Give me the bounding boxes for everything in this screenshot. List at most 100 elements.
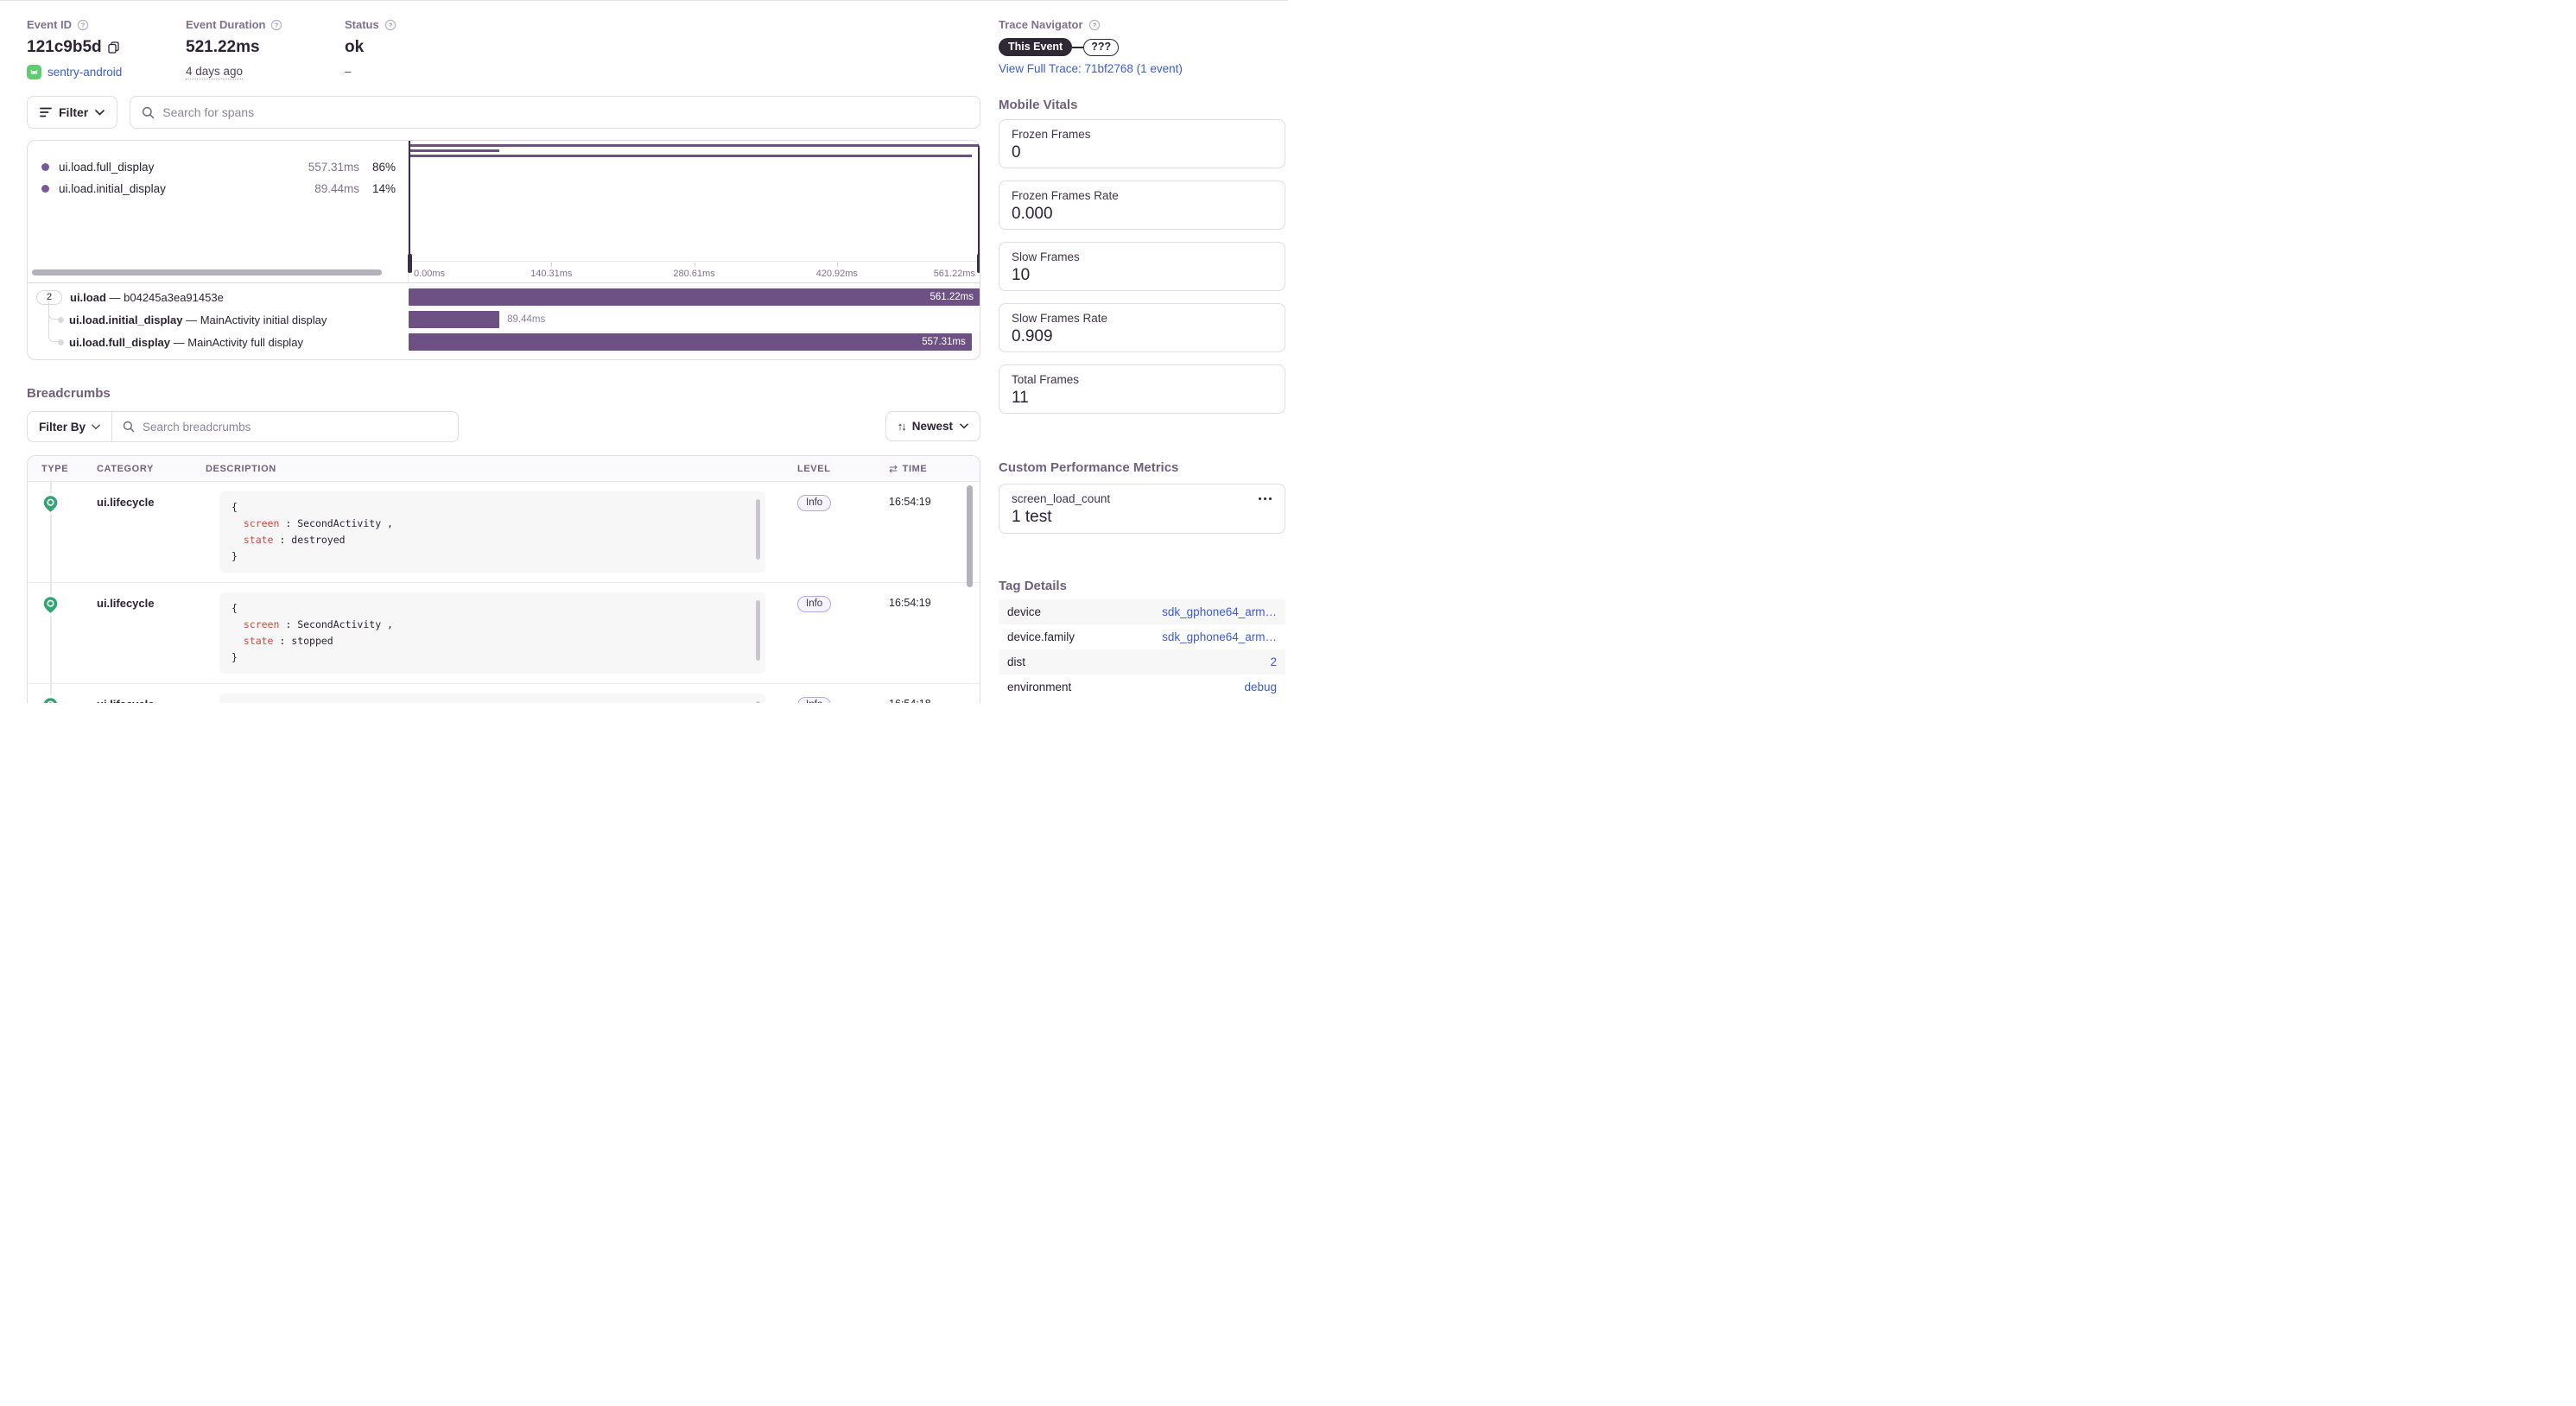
vital-label: Slow Frames Rate xyxy=(1012,312,1108,325)
legend-row[interactable]: ui.load.initial_display 89.44ms 14% xyxy=(28,178,408,200)
span-row-full-display[interactable]: ui.load.full_display — MainActivity full… xyxy=(28,301,980,353)
breadcrumbs-search-input[interactable] xyxy=(143,420,447,434)
breadcrumb-category: ui.lifecycle xyxy=(97,597,155,610)
overflow-menu-icon[interactable] xyxy=(1258,495,1273,504)
vital-label: Frozen Frames xyxy=(1012,128,1091,141)
breadcrumbs-title: Breadcrumbs xyxy=(27,386,111,401)
legend-op-name: ui.load.initial_display xyxy=(59,182,166,195)
axis-tick-label: 280.61ms xyxy=(673,269,715,279)
filter-button[interactable]: Filter xyxy=(27,96,118,129)
event-duration-label: Event Duration xyxy=(186,18,266,31)
filter-button-label: Filter xyxy=(59,105,89,119)
table-scrollbar[interactable] xyxy=(967,485,973,587)
level-badge: Info xyxy=(797,697,832,703)
minimap-scrubber-left[interactable] xyxy=(407,141,412,273)
tag-row: device.family sdk_gphone64_arm… xyxy=(999,624,1285,649)
help-icon[interactable]: ? xyxy=(384,19,397,31)
legend-percent: 14% xyxy=(371,182,396,195)
breadcrumb-code-block[interactable]: { xyxy=(219,694,765,703)
trace-navigator-label: Trace Navigator xyxy=(999,18,1083,31)
tag-key: device.family xyxy=(1007,630,1075,643)
tag-row: environment debug xyxy=(999,674,1285,700)
event-details-page: Event ID ? 121c9b5d xyxy=(0,0,1288,703)
navigation-pin-icon xyxy=(43,695,58,703)
legend-duration: 89.44ms xyxy=(314,182,359,195)
tag-value-link[interactable]: 2 xyxy=(1270,656,1277,668)
unknown-trace-pill[interactable]: ??? xyxy=(1083,38,1120,56)
breadcrumbs-filter-by-button[interactable]: Filter By xyxy=(28,412,113,441)
span-waterfall-card: ui.load.full_display 557.31ms 86% ui.loa… xyxy=(27,140,980,360)
tag-key: dist xyxy=(1007,656,1026,668)
span-row-initial-display[interactable]: ui.load.initial_display — MainActivity i… xyxy=(28,301,980,331)
status-label: Status xyxy=(345,18,379,31)
breadcrumbs-sort-button[interactable]: ↑↓ Newest xyxy=(885,411,980,441)
span-bar[interactable]: 557.31ms xyxy=(409,333,972,351)
project-link[interactable]: sentry-android xyxy=(48,66,123,79)
span-row-ui-load[interactable]: 2 ui.load — b04245a3ea91453e 561.22ms xyxy=(28,286,980,308)
breadcrumb-time: 16:54:19 xyxy=(889,597,931,609)
custom-metric-value: 1 test xyxy=(1012,508,1052,526)
span-bar[interactable] xyxy=(409,311,500,328)
trace-connector xyxy=(1072,46,1084,48)
event-header: Event ID ? 121c9b5d xyxy=(27,18,980,79)
breadcrumb-row[interactable]: ui.lifecycle { screen : SecondActivity ,… xyxy=(28,583,980,684)
tree-connector-dot xyxy=(58,316,64,323)
legend-dot-icon xyxy=(41,185,49,193)
code-scrollbar[interactable] xyxy=(756,600,760,661)
span-search-input[interactable] xyxy=(162,105,968,119)
axis-tick-label: 140.31ms xyxy=(530,269,573,279)
event-id-value: 121c9b5d xyxy=(27,38,102,56)
minimap-bar xyxy=(409,149,500,152)
tag-value-link[interactable]: sdk_gphone64_arm… xyxy=(1162,630,1277,643)
this-event-pill[interactable]: This Event xyxy=(999,38,1073,56)
custom-metrics-title: Custom Performance Metrics xyxy=(999,460,1179,475)
legend-row[interactable]: ui.load.full_display 557.31ms 86% xyxy=(28,156,408,178)
svg-text:?: ? xyxy=(275,21,279,28)
trace-navigator: Trace Navigator ? This Event ??? View Fu… xyxy=(999,18,1285,77)
sort-time-icon: ⇄ xyxy=(889,462,898,475)
code-scrollbar[interactable] xyxy=(756,701,760,703)
column-header-level: LEVEL xyxy=(797,463,831,474)
chevron-down-icon xyxy=(960,423,968,429)
breadcrumb-code-block[interactable]: { screen : SecondActivity , state : dest… xyxy=(219,491,765,573)
help-icon[interactable]: ? xyxy=(1088,19,1101,31)
span-toolbar: Filter xyxy=(27,96,980,129)
minimap-scrubber-right[interactable] xyxy=(976,141,980,273)
vital-card: Frozen Frames Rate 0.000 xyxy=(999,180,1285,230)
tag-value-link[interactable]: debug xyxy=(1244,681,1277,694)
span-op: ui.load xyxy=(70,290,106,304)
breadcrumb-row[interactable]: ui.lifecycle { screen : SecondActivity ,… xyxy=(28,482,980,587)
event-age[interactable]: 4 days ago xyxy=(186,65,244,79)
axis-tick-label: 420.92ms xyxy=(815,269,858,279)
axis-tick-label: 0.00ms xyxy=(414,269,446,279)
span-description: MainActivity initial display xyxy=(200,313,327,326)
search-icon xyxy=(142,106,155,119)
view-full-trace-link[interactable]: View Full Trace: 71bf2768 (1 event) xyxy=(999,62,1183,75)
help-icon[interactable]: ? xyxy=(77,19,89,31)
help-icon[interactable]: ? xyxy=(270,19,282,31)
tag-value-link[interactable]: sdk_gphone64_arm… xyxy=(1162,605,1277,618)
status-value: ok xyxy=(345,38,365,56)
span-search[interactable] xyxy=(130,96,980,129)
horizontal-scrollbar[interactable] xyxy=(32,269,382,276)
navigation-pin-icon xyxy=(43,594,58,616)
copy-icon[interactable] xyxy=(107,41,119,54)
axis-tick-label: 561.22ms xyxy=(933,269,975,279)
breadcrumb-row[interactable]: ui.lifecycle { Info 16:54:18 xyxy=(28,684,980,703)
code-scrollbar[interactable] xyxy=(756,499,760,560)
breadcrumbs-search[interactable] xyxy=(112,412,458,441)
span-minimap[interactable]: 0.00ms 140.31ms 280.61ms 420.92ms 561.22… xyxy=(407,141,980,282)
column-header-time[interactable]: ⇄ TIME xyxy=(889,462,928,475)
custom-metric-label: screen_load_count xyxy=(1012,492,1111,505)
breadcrumb-code-block[interactable]: { screen : SecondActivity , state : stop… xyxy=(219,592,765,674)
svg-text:?: ? xyxy=(81,21,86,28)
vital-card: Slow Frames Rate 0.909 xyxy=(999,303,1285,352)
vital-value: 0.909 xyxy=(1012,327,1053,345)
span-description: b04245a3ea91453e xyxy=(124,290,224,304)
span-bar[interactable]: 561.22ms xyxy=(409,288,980,306)
vital-card: Slow Frames 10 xyxy=(999,242,1285,291)
chevron-down-icon xyxy=(92,424,100,430)
vital-card: Total Frames 11 xyxy=(999,364,1285,414)
breadcrumbs-toolbar: Filter By ↑↓ Newest xyxy=(27,411,980,442)
vital-value: 0.000 xyxy=(1012,205,1053,223)
